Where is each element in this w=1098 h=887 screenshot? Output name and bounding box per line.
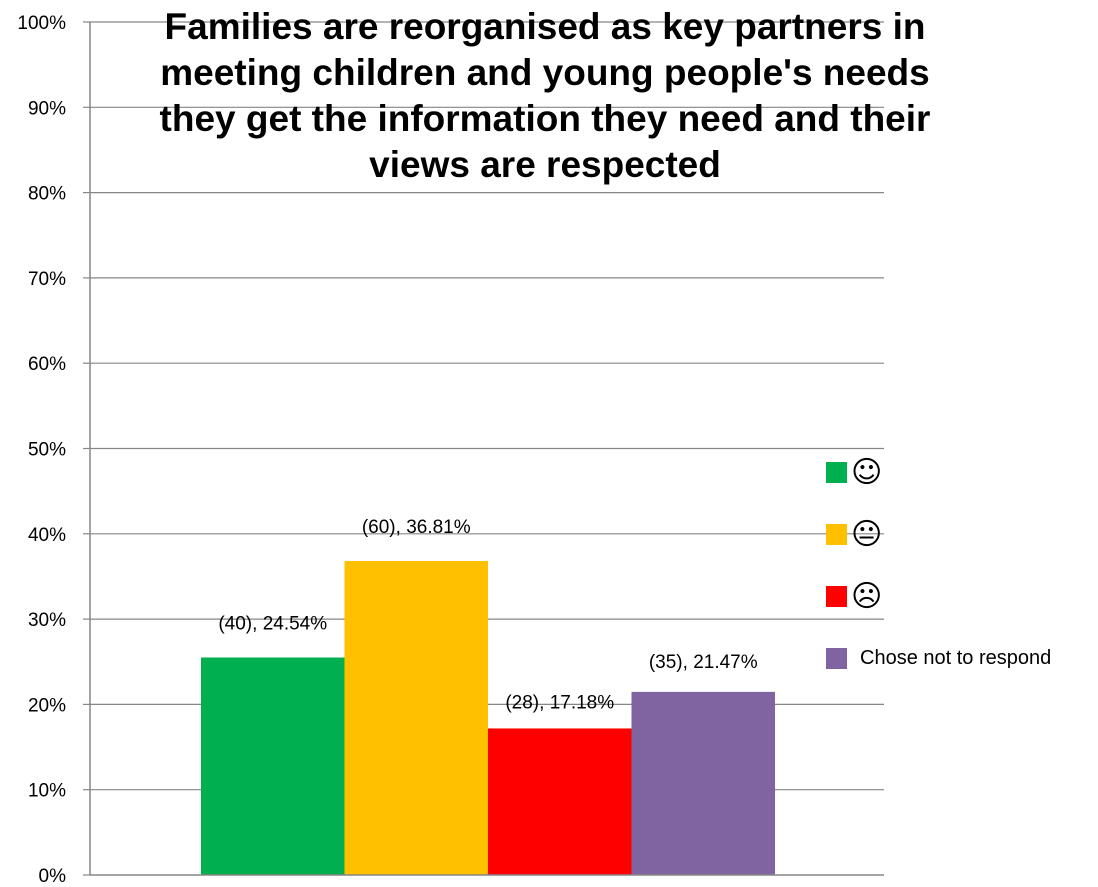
y-tick-label: 70% <box>28 269 66 290</box>
smiley-happy-icon: ☺ <box>851 454 883 490</box>
legend-swatch <box>826 585 847 607</box>
y-tick-label: 90% <box>28 98 66 119</box>
legend-item-happy: ☺ <box>826 454 882 490</box>
y-tick-label: 100% <box>17 13 66 34</box>
legend-label: Chose not to respond <box>860 646 1052 669</box>
y-tick-label: 30% <box>28 610 66 631</box>
data-label: (35), 21.47% <box>649 652 758 673</box>
y-tick-label: 10% <box>28 781 66 802</box>
y-tick-label: 50% <box>28 440 66 461</box>
chart-title-line: views are respected <box>369 144 721 185</box>
y-tick-label: 40% <box>28 525 66 546</box>
legend-item-sad: ☹ <box>826 578 882 614</box>
legend-swatch <box>826 647 847 669</box>
legend-item-no-response: Chose not to respond <box>826 640 1051 676</box>
data-label: (28), 17.18% <box>505 692 614 713</box>
legend-item-neutral: 😐 <box>826 516 882 552</box>
chart-title-line: meeting children and young people's need… <box>160 52 930 93</box>
smiley-sad-icon: ☹ <box>851 578 883 614</box>
chart-title: Families are reorganised as key partners… <box>60 4 1030 188</box>
smiley-neutral-icon: 😐 <box>851 516 883 552</box>
legend-swatch <box>826 461 847 483</box>
bars <box>201 561 775 875</box>
chart-title-line: they get the information they need and t… <box>159 98 931 139</box>
legend-swatch <box>826 523 847 545</box>
y-axis-tick-labels: 0% 10% 20% 30% 40% 50% 60% 70% 80% 90% 100% <box>17 13 66 887</box>
bar <box>631 691 775 875</box>
y-tick-label: 80% <box>28 184 66 205</box>
y-tick-label: 60% <box>28 354 66 375</box>
bar <box>344 561 488 875</box>
data-label: (60), 36.81% <box>362 517 471 538</box>
bar <box>201 657 345 875</box>
chart-title-line: Families are reorganised as key partners… <box>164 6 926 47</box>
data-label: (40), 24.54% <box>218 613 327 634</box>
bar <box>488 728 632 875</box>
y-tick-label: 20% <box>28 695 66 716</box>
data-labels: (40), 24.54% (60), 36.81% (28), 17.18% (35)… <box>218 517 757 713</box>
y-tick-label: 0% <box>39 866 67 887</box>
